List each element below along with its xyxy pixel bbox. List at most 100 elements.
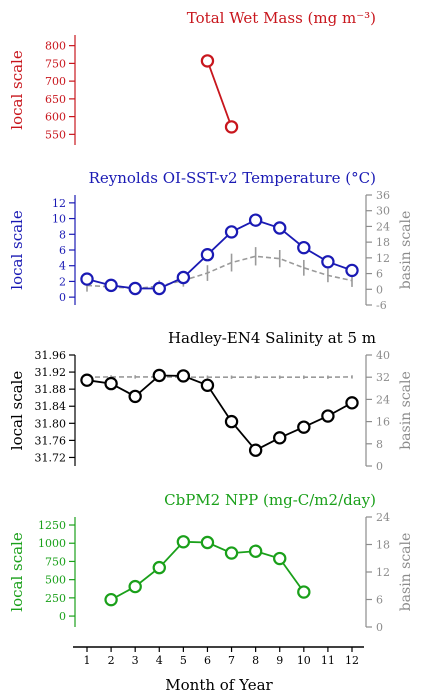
right-axis-title: basin scale — [398, 533, 414, 612]
local-series — [80, 368, 359, 457]
left-tick-label: 31.80 — [35, 417, 67, 430]
x-tick-label: 10 — [297, 654, 311, 667]
x-tick-label: 12 — [345, 654, 359, 667]
data-point — [273, 221, 287, 235]
left-tick-label: 31.72 — [35, 451, 67, 464]
left-tick-label: 600 — [45, 111, 66, 124]
x-tick-label: 3 — [132, 654, 139, 667]
left-tick-label: 750 — [45, 555, 66, 568]
panel-title: CbPM2 NPP (mg-C/m2/day) — [164, 491, 376, 509]
basin-series — [86, 247, 353, 294]
data-point — [80, 272, 94, 286]
right-tick-label: 12 — [376, 252, 390, 265]
data-point — [345, 396, 359, 410]
left-axis-title: local scale — [8, 532, 26, 612]
basin-series — [86, 375, 353, 379]
data-point — [200, 378, 215, 393]
right-tick-label: 8 — [376, 438, 383, 451]
series-line — [86, 374, 353, 452]
right-tick-label: 16 — [376, 416, 390, 429]
left-tick-label: 31.92 — [35, 366, 67, 379]
left-axis-title: local scale — [8, 371, 26, 451]
data-point — [80, 373, 94, 387]
data-point — [248, 544, 263, 558]
right-tick-label: -6 — [376, 299, 387, 312]
data-point — [128, 281, 142, 296]
left-tick-label: 700 — [45, 75, 66, 88]
data-point — [297, 420, 311, 434]
right-tick-label: 30 — [376, 205, 390, 218]
series-line — [206, 60, 233, 128]
panel-2: Reynolds OI-SST-v2 Temperature (°C)02468… — [8, 169, 414, 312]
left-tick-label: 1250 — [38, 519, 66, 532]
data-point — [321, 409, 335, 423]
panel-4: CbPM2 NPP (mg-C/m2/day) 0 250 500 750 1000 125… — [8, 491, 414, 634]
data-point — [104, 278, 118, 293]
data-point — [176, 270, 191, 285]
panel-title: Reynolds OI-SST-v2 Temperature (°C) — [89, 169, 376, 187]
local-series — [80, 213, 359, 296]
right-tick-label: 24 — [376, 393, 390, 406]
data-point — [152, 368, 166, 383]
data-point — [176, 369, 191, 383]
left-tick-label: 6 — [59, 244, 66, 257]
x-tick-label: 11 — [321, 654, 335, 667]
data-point — [152, 560, 166, 575]
x-tick-label: 6 — [204, 654, 211, 667]
data-point — [176, 535, 191, 549]
series-line — [86, 255, 353, 290]
data-point — [345, 263, 359, 278]
data-point — [273, 431, 287, 445]
data-point — [200, 54, 215, 68]
left-tick-label: 2 — [59, 275, 66, 288]
left-tick-label: 12 — [52, 197, 66, 210]
right-tick-label: 32 — [376, 371, 390, 384]
left-tick-label: 1000 — [38, 537, 66, 550]
data-point — [224, 414, 239, 429]
left-tick-label: 750 — [45, 57, 66, 70]
data-point — [248, 443, 263, 457]
panel-title: Total Wet Mass (mg m⁻³) — [187, 9, 376, 27]
data-point — [297, 240, 311, 255]
right-axis-title: basin scale — [398, 371, 414, 450]
data-point — [200, 535, 215, 550]
right-tick-label: 40 — [376, 349, 390, 362]
left-tick-label: 500 — [45, 574, 66, 587]
left-tick-label: 31.76 — [35, 434, 67, 447]
right-tick-label: 18 — [376, 236, 390, 249]
series-line — [86, 219, 353, 290]
x-axis-title: Month of Year — [165, 676, 273, 694]
right-axis-title: basin scale — [398, 211, 414, 290]
left-axis-title: local scale — [8, 210, 26, 290]
left-tick-label: 31.96 — [35, 349, 67, 362]
left-tick-label: 4 — [59, 260, 66, 273]
right-tick-label: 6 — [376, 268, 383, 281]
data-point — [224, 546, 239, 560]
data-point — [273, 551, 287, 566]
right-tick-label: 24 — [376, 220, 390, 233]
right-tick-label: 0 — [376, 460, 383, 473]
data-point — [321, 255, 335, 269]
panel-3: Hadley-EN4 Salinity at 5 m 31.72 31.76 31.8… — [8, 329, 414, 473]
x-tick-label: 5 — [180, 654, 187, 667]
x-tick-label: 4 — [156, 654, 163, 667]
x-tick-label: 2 — [108, 654, 115, 667]
left-tick-label: 31.88 — [35, 383, 67, 396]
left-tick-label: 650 — [45, 93, 66, 106]
right-tick-label: 0 — [376, 621, 383, 634]
local-series — [200, 54, 239, 134]
data-point — [128, 389, 142, 404]
left-tick-label: 0 — [59, 610, 66, 623]
data-point — [200, 248, 215, 262]
right-tick-label: 36 — [376, 189, 390, 202]
data-point — [224, 120, 239, 134]
right-tick-label: 24 — [376, 511, 390, 524]
panel-title: Hadley-EN4 Salinity at 5 m — [168, 329, 376, 347]
local-series — [104, 535, 311, 607]
left-tick-label: 0 — [59, 291, 66, 304]
data-point — [224, 225, 239, 239]
x-tick-label: 8 — [252, 654, 259, 667]
panel-1: Total Wet Mass (mg m⁻³) 550 600 650 700 750 80… — [8, 9, 376, 145]
